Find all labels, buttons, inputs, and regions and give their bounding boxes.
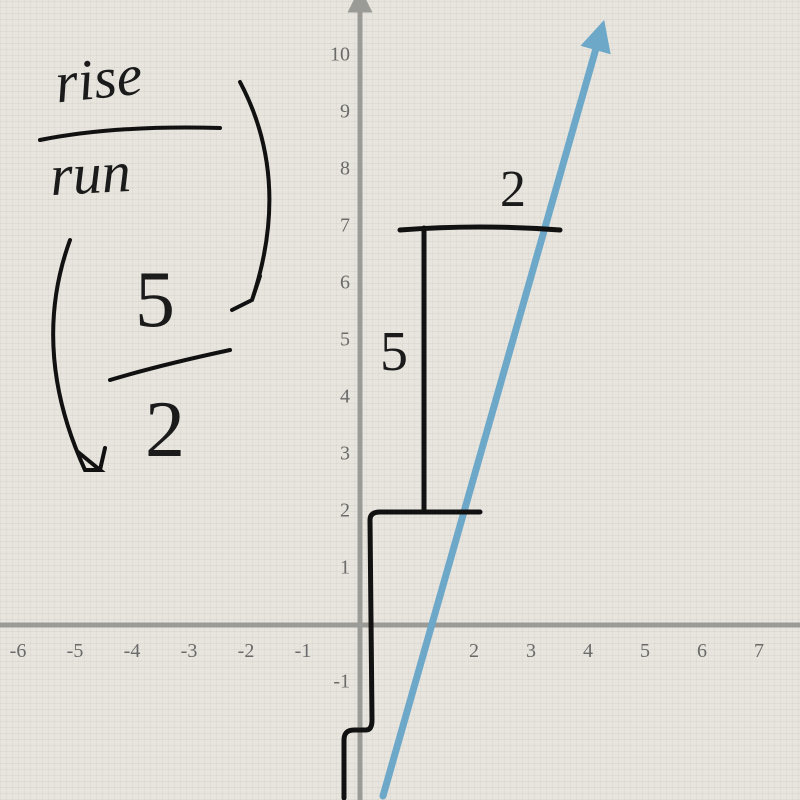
- y-tick-3: 3: [320, 443, 350, 466]
- y-tick-7: 7: [320, 215, 350, 238]
- y-tick-n1: -1: [320, 671, 350, 694]
- slope-line: [383, 38, 599, 796]
- x-tick-n6: -6: [3, 640, 33, 663]
- x-tick-n2: -2: [231, 640, 261, 663]
- x-tick-3: 3: [516, 640, 546, 663]
- annotation-run: run: [48, 138, 132, 209]
- y-tick-5: 5: [320, 329, 350, 352]
- y-tick-4: 4: [320, 386, 350, 409]
- x-tick-n3: -3: [174, 640, 204, 663]
- annotation-rise: rise: [52, 41, 146, 117]
- slope-step-marks: [344, 227, 560, 798]
- x-tick-7: 7: [744, 640, 774, 663]
- annotation-numerator: 5: [135, 255, 175, 346]
- x-tick-n1: -1: [288, 640, 318, 663]
- graph-svg: [0, 0, 800, 800]
- y-tick-9: 9: [320, 101, 350, 124]
- x-tick-n5: -5: [60, 640, 90, 663]
- graph-rise-label: 5: [380, 320, 408, 384]
- x-tick-2: 2: [459, 640, 489, 663]
- chart-canvas: 10 9 8 7 6 5 4 3 2 1 -1 -6 -5 -4 -3 -2 -…: [0, 0, 800, 800]
- annotation-denominator: 2: [145, 385, 185, 476]
- x-tick-n4: -4: [117, 640, 147, 663]
- y-tick-2: 2: [320, 500, 350, 523]
- x-tick-4: 4: [573, 640, 603, 663]
- y-tick-10: 10: [320, 44, 350, 67]
- y-tick-1: 1: [320, 557, 350, 580]
- x-tick-5: 5: [630, 640, 660, 663]
- x-tick-6: 6: [687, 640, 717, 663]
- y-tick-6: 6: [320, 272, 350, 295]
- graph-run-label: 2: [500, 160, 526, 219]
- y-tick-8: 8: [320, 158, 350, 181]
